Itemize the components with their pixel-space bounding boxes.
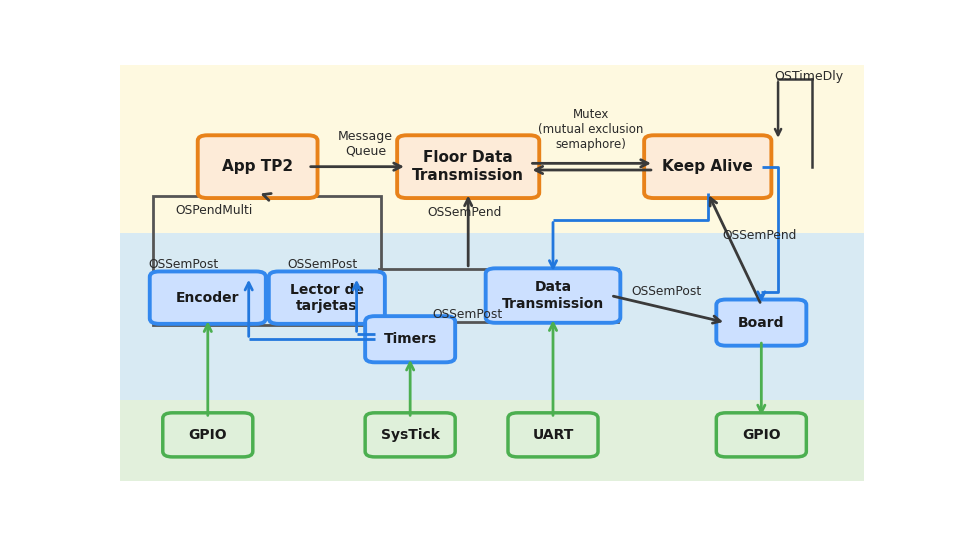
- FancyBboxPatch shape: [269, 272, 385, 324]
- FancyBboxPatch shape: [365, 413, 455, 457]
- Text: Data
Transmission: Data Transmission: [502, 280, 604, 310]
- Bar: [120, 233, 864, 400]
- Text: Board: Board: [738, 315, 784, 329]
- Bar: [154, 196, 381, 325]
- Text: OSSemPost: OSSemPost: [287, 258, 358, 271]
- Text: OSSemPost: OSSemPost: [432, 308, 503, 321]
- Text: Message
Queue: Message Queue: [338, 130, 393, 158]
- FancyBboxPatch shape: [508, 413, 598, 457]
- Text: Encoder: Encoder: [176, 291, 240, 305]
- Text: OSTimeDly: OSTimeDly: [775, 70, 844, 83]
- Text: GPIO: GPIO: [742, 428, 780, 442]
- Text: Lector de
tarjetas: Lector de tarjetas: [290, 282, 364, 313]
- Text: Floor Data
Transmission: Floor Data Transmission: [412, 151, 524, 183]
- Text: OSPendMulti: OSPendMulti: [176, 204, 253, 217]
- FancyBboxPatch shape: [198, 136, 318, 198]
- Text: Mutex
(mutual exclusion
semaphore): Mutex (mutual exclusion semaphore): [539, 108, 643, 151]
- FancyBboxPatch shape: [150, 272, 266, 324]
- FancyBboxPatch shape: [397, 136, 540, 198]
- Text: OSSemPend: OSSemPend: [427, 206, 502, 219]
- Text: OSSemPost: OSSemPost: [148, 258, 219, 271]
- Text: GPIO: GPIO: [188, 428, 228, 442]
- Text: Keep Alive: Keep Alive: [662, 159, 754, 174]
- FancyBboxPatch shape: [716, 300, 806, 346]
- Text: Timers: Timers: [384, 332, 437, 346]
- Text: OSSemPend: OSSemPend: [723, 229, 797, 242]
- Text: UART: UART: [533, 428, 574, 442]
- FancyBboxPatch shape: [486, 268, 620, 323]
- Bar: [379, 269, 618, 322]
- FancyBboxPatch shape: [365, 316, 455, 362]
- Text: OSSemPost: OSSemPost: [632, 285, 702, 298]
- Text: SysTick: SysTick: [381, 428, 440, 442]
- FancyBboxPatch shape: [716, 413, 806, 457]
- Text: App TP2: App TP2: [222, 159, 293, 174]
- FancyBboxPatch shape: [644, 136, 772, 198]
- Bar: [120, 65, 864, 233]
- FancyBboxPatch shape: [163, 413, 252, 457]
- Bar: [120, 400, 864, 481]
